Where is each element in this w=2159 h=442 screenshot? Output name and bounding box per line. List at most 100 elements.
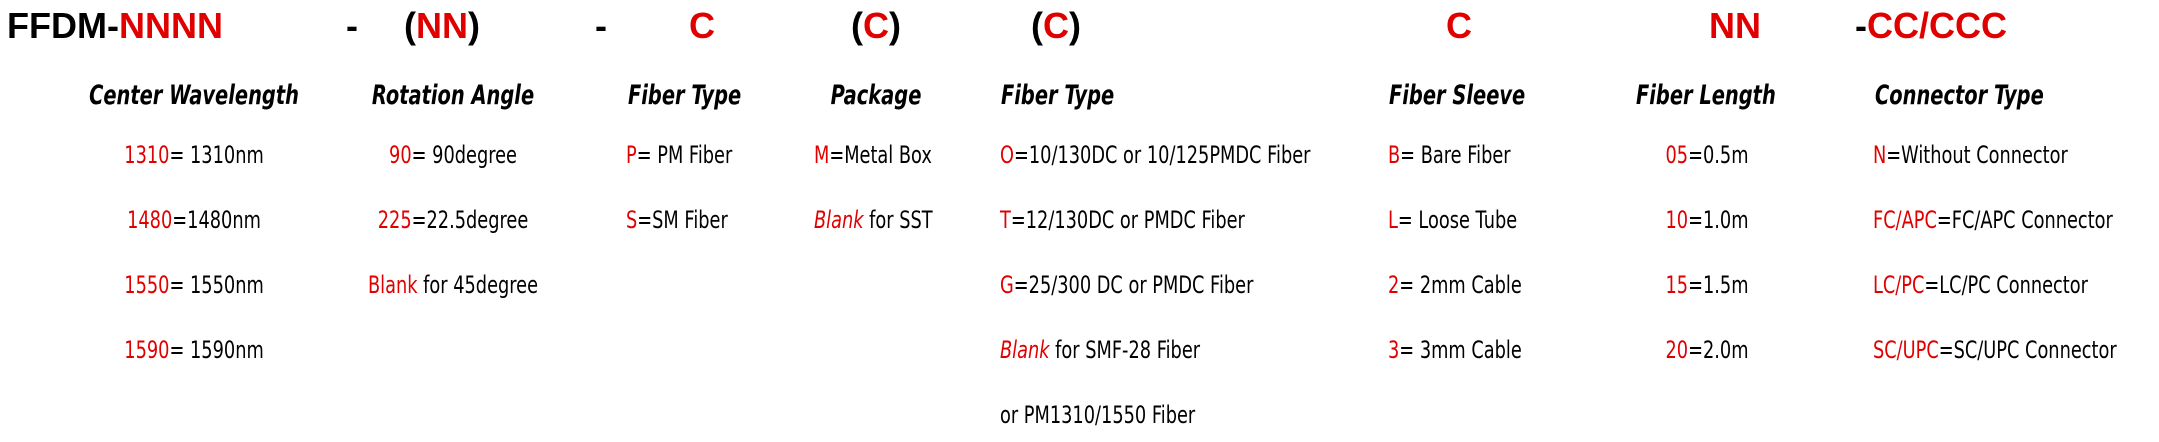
code-part: ) — [1069, 5, 1081, 46]
option-code: O — [1000, 140, 1014, 168]
option-entry: O=10/130DC or 10/125PMDC Fiber — [1000, 140, 1311, 168]
column-title-group: Package — [831, 79, 922, 111]
column-title: Rotation Angle — [372, 79, 534, 111]
option-entry-group: 1590= 1590nm — [124, 335, 263, 363]
option-code: 1310 — [124, 140, 169, 168]
option-code: L — [1388, 205, 1398, 233]
option-entry-group: 05=0.5m — [1665, 140, 1748, 168]
option-entry: 90= 90degree — [389, 140, 517, 168]
option-entry-group: 225=22.5degree — [378, 205, 529, 233]
code-segment: -CC/CCC — [1855, 5, 2007, 46]
code-part: - — [595, 5, 607, 46]
option-entry: 1550= 1550nm — [124, 270, 263, 298]
option-description: =2.0m — [1688, 335, 1748, 363]
option-entry-group: G=25/300 DC or PMDC Fiber — [1000, 270, 1254, 298]
option-entry-group: L= Loose Tube — [1388, 205, 1517, 233]
option-code: 20 — [1665, 335, 1688, 363]
option-entry-group: Blank for 45degree — [368, 270, 538, 298]
code-part: NNNN — [119, 5, 223, 46]
option-entry: S=SM Fiber — [626, 205, 728, 233]
option-code: 2 — [1388, 270, 1399, 298]
option-description: for 45degree — [417, 270, 538, 298]
option-description: =Without Connector — [1886, 140, 2068, 168]
column-title-group: Center Wavelength — [89, 79, 299, 111]
option-description: for SST — [864, 205, 933, 233]
option-description: = 2mm Cable — [1399, 270, 1521, 298]
option-code: Blank — [814, 205, 864, 233]
option-code: G — [1000, 270, 1014, 298]
option-code: Blank — [368, 270, 418, 298]
code-part: ( — [1031, 5, 1043, 46]
column-title: Fiber Type — [1001, 79, 1114, 111]
option-entry-group: 15=1.5m — [1665, 270, 1748, 298]
option-code: 1590 — [124, 335, 169, 363]
option-entry-group: FC/APC=FC/APC Connector — [1873, 205, 2113, 233]
code-segment: (C) — [851, 5, 901, 46]
code-part: C — [863, 5, 889, 46]
option-code: P — [626, 140, 637, 168]
option-entry: 1480=1480nm — [127, 205, 261, 233]
option-code: N — [1873, 140, 1886, 168]
option-entry: FC/APC=FC/APC Connector — [1873, 205, 2113, 233]
code-segment: - — [346, 5, 358, 46]
option-description: =1.0m — [1688, 205, 1748, 233]
column-title: Fiber Type — [628, 79, 741, 111]
column-title-group: Fiber Type — [1001, 79, 1114, 111]
option-description: =12/130DC or PMDC Fiber — [1011, 205, 1245, 233]
option-entry: B= Bare Fiber — [1388, 140, 1511, 168]
option-description: =LC/PC Connector — [1924, 270, 2088, 298]
code-segment: (NN) — [404, 5, 480, 46]
option-code: 1550 — [124, 270, 169, 298]
option-description: = Loose Tube — [1398, 205, 1517, 233]
option-description: for SMF-28 Fiber — [1050, 335, 1201, 363]
column-title-group: Fiber Length — [1636, 79, 1776, 111]
code-part: FFDM- — [7, 5, 119, 46]
column-title: Connector Type — [1875, 79, 2044, 111]
option-entry: T=12/130DC or PMDC Fiber — [999, 205, 1245, 233]
option-entry-group: Blank for SST — [814, 205, 933, 233]
code-part: CC/CCC — [1867, 5, 2007, 46]
option-entry: Blank for 45degree — [368, 270, 538, 298]
option-entry: N=Without Connector — [1873, 140, 2068, 168]
option-description: =SM Fiber — [637, 205, 728, 233]
option-code: S — [626, 205, 637, 233]
option-code: 3 — [1388, 335, 1399, 363]
option-entry-group: LC/PC=LC/PC Connector — [1873, 270, 2088, 298]
code-segment: FFDM-NNNN — [7, 5, 223, 46]
option-code: M — [814, 140, 829, 168]
option-description: = Bare Fiber — [1400, 140, 1511, 168]
option-code: Blank — [1000, 335, 1050, 363]
option-entry-group: 1550= 1550nm — [124, 270, 263, 298]
code-segment: - — [595, 5, 607, 46]
code-part: ) — [468, 5, 480, 46]
option-entry: SC/UPC=SC/UPC Connector — [1873, 335, 2117, 363]
option-description: =FC/APC Connector — [1937, 205, 2113, 233]
option-description: =SC/UPC Connector — [1939, 335, 2117, 363]
option-entry: or PM1310/1550 Fiber — [1000, 400, 1195, 428]
option-entry: 1310= 1310nm — [124, 140, 263, 168]
option-entry: 05=0.5m — [1665, 140, 1748, 168]
option-entry-group: or PM1310/1550 Fiber — [1000, 400, 1195, 428]
option-entry-group: O=10/130DC or 10/125PMDC Fiber — [1000, 140, 1311, 168]
code-part: - — [1855, 5, 1867, 46]
option-code: T — [999, 205, 1011, 233]
option-entry: 10=1.0m — [1665, 205, 1748, 233]
option-entry-group: P= PM Fiber — [626, 140, 733, 168]
option-code: SC/UPC — [1873, 335, 1939, 363]
code-part: ) — [889, 5, 901, 46]
option-entry: Blank for SMF-28 Fiber — [1000, 335, 1200, 363]
code-part: - — [346, 5, 358, 46]
option-entry: 2= 2mm Cable — [1388, 270, 1522, 298]
column-title-group: Rotation Angle — [372, 79, 534, 111]
option-description: =0.5m — [1688, 140, 1748, 168]
option-description: = 1310nm — [169, 140, 263, 168]
option-entry: G=25/300 DC or PMDC Fiber — [1000, 270, 1254, 298]
option-entry: L= Loose Tube — [1388, 205, 1517, 233]
option-entry-group: N=Without Connector — [1873, 140, 2068, 168]
column-title: Fiber Length — [1636, 79, 1776, 111]
option-code: B — [1388, 140, 1400, 168]
option-entry: 1590= 1590nm — [124, 335, 263, 363]
option-entry: 20=2.0m — [1665, 335, 1748, 363]
option-code: 90 — [389, 140, 412, 168]
